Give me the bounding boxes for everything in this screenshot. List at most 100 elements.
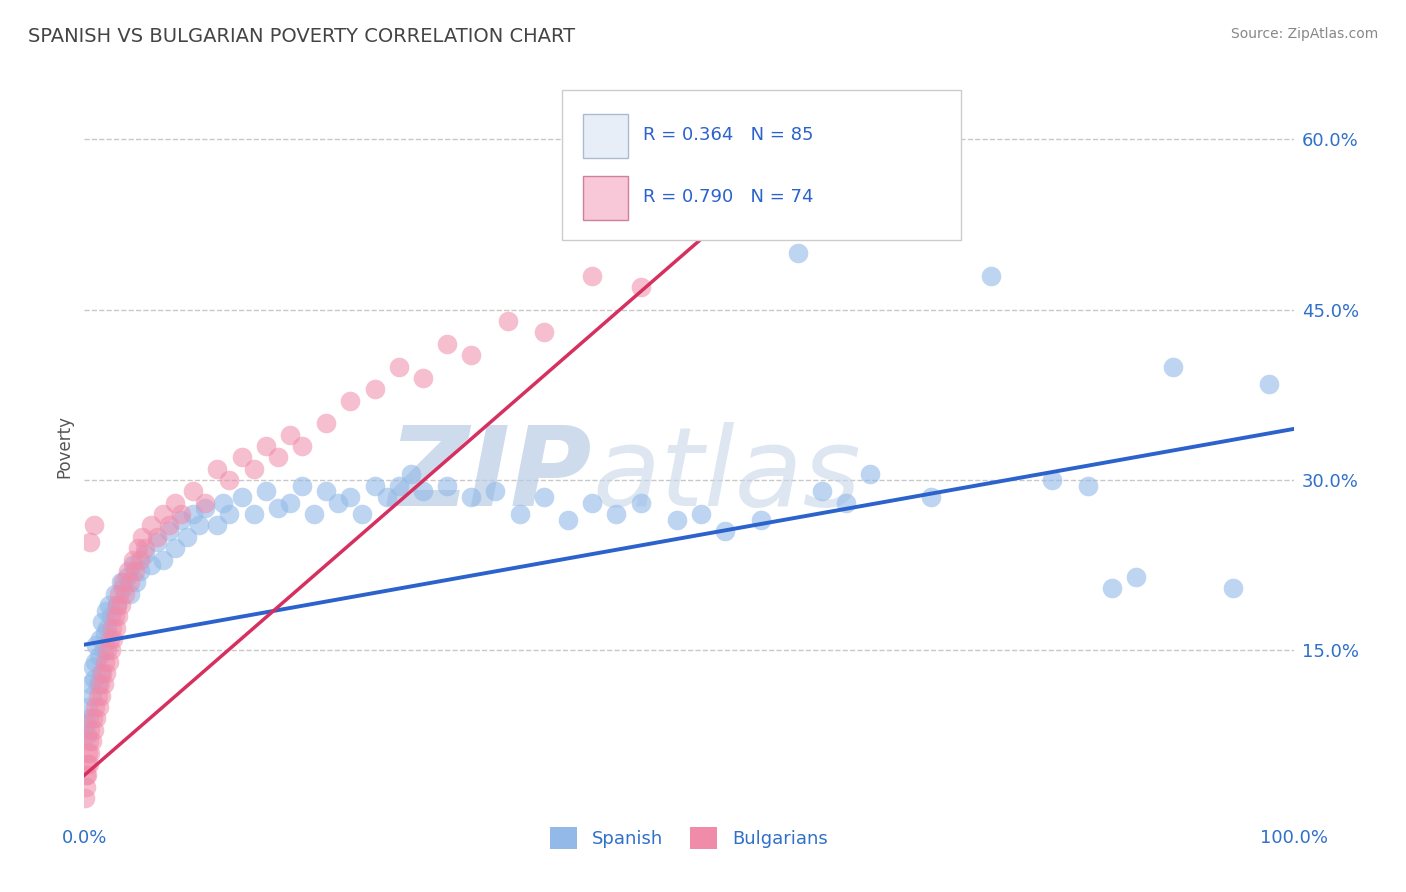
Point (146, 535, 169, 549)
Point (1040, 473, 1063, 487)
Point (581, 268, 603, 283)
Point (107, 609, 129, 624)
Text: R = 0.364   N = 85: R = 0.364 N = 85 (643, 126, 814, 144)
Point (617, 223, 640, 237)
Point (121, 558, 143, 573)
Point (146, 530, 169, 544)
Point (91, 666, 114, 681)
Point (110, 598, 132, 612)
Point (104, 609, 127, 624)
Point (714, 524, 737, 538)
Point (104, 621, 127, 635)
Point (388, 359, 411, 374)
Point (315, 484, 337, 499)
Point (605, 507, 627, 521)
Point (1125, 569, 1147, 583)
Bar (582, 177, 628, 219)
Point (87, 700, 110, 714)
Point (207, 518, 229, 533)
Point (1161, 359, 1184, 374)
Point (80, 689, 103, 703)
Point (181, 484, 204, 499)
Point (131, 530, 153, 544)
Point (94, 655, 117, 669)
Point (75, 780, 97, 794)
Point (533, 326, 555, 340)
Point (89, 677, 111, 691)
Point (91, 615, 114, 629)
Point (114, 586, 136, 600)
Point (231, 450, 253, 465)
Point (77, 711, 100, 725)
Point (84, 655, 107, 669)
Y-axis label: Poverty: Poverty (55, 415, 73, 477)
Point (83, 723, 105, 737)
Point (104, 586, 127, 600)
Point (412, 371, 434, 385)
Point (920, 490, 942, 504)
Point (90, 689, 112, 703)
Point (75, 717, 97, 731)
Point (188, 518, 211, 533)
Point (399, 467, 422, 482)
Point (242, 461, 264, 475)
Point (751, 513, 773, 527)
Point (811, 484, 834, 499)
Point (121, 552, 143, 566)
Point (509, 507, 531, 521)
Point (83, 518, 105, 533)
Text: ZIP: ZIP (388, 423, 592, 530)
Point (460, 490, 482, 504)
Point (117, 564, 139, 578)
Point (76, 768, 98, 782)
Point (134, 547, 156, 561)
Point (157, 524, 180, 538)
Point (129, 552, 152, 566)
Point (218, 473, 240, 487)
Point (291, 479, 314, 493)
Point (129, 564, 152, 578)
Point (101, 621, 124, 635)
Point (363, 382, 385, 396)
Point (89, 632, 111, 646)
Text: R = 0.790   N = 74: R = 0.790 N = 74 (643, 188, 814, 206)
Point (352, 507, 374, 521)
Point (105, 598, 128, 612)
Point (79, 677, 101, 691)
Point (375, 490, 398, 504)
Point (82, 711, 104, 725)
Point (496, 314, 519, 328)
Point (665, 513, 688, 527)
Point (96, 621, 118, 635)
Point (139, 518, 162, 533)
Point (212, 496, 235, 510)
Point (77, 746, 100, 760)
Point (115, 569, 138, 583)
Point (388, 479, 411, 493)
Point (100, 643, 122, 657)
Point (124, 564, 146, 578)
Point (231, 490, 253, 504)
Point (157, 518, 180, 533)
Point (76, 756, 98, 771)
Point (363, 479, 385, 493)
Point (176, 530, 198, 544)
Point (79, 535, 101, 549)
Point (90, 666, 112, 681)
Point (1101, 581, 1123, 595)
Point (581, 496, 603, 510)
Point (254, 484, 277, 499)
Point (328, 496, 350, 510)
Point (105, 598, 128, 612)
Point (86, 677, 108, 691)
Point (484, 484, 506, 499)
Point (254, 439, 277, 453)
Point (112, 581, 135, 595)
Point (218, 507, 240, 521)
Point (533, 490, 555, 504)
Point (76, 729, 98, 743)
Point (665, 223, 688, 237)
Point (103, 632, 125, 646)
Point (86, 689, 108, 703)
Point (835, 496, 858, 510)
